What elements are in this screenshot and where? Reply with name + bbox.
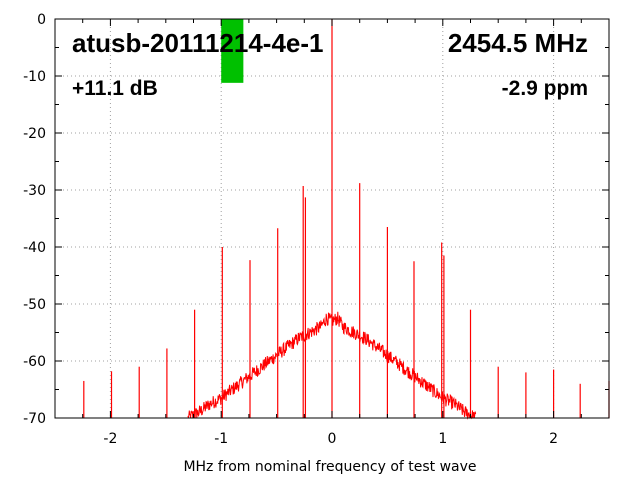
y-tick-label: -10 [23,69,46,85]
x-tick-label: 0 [328,431,337,447]
ppm-readout: -2.9 ppm [501,77,588,100]
gain-readout: +11.1 dB [72,77,158,100]
y-tick-label: -50 [23,297,46,313]
y-tick-label: 0 [37,12,46,28]
x-tick-label: 2 [549,431,558,447]
y-tick-label: -70 [23,411,46,427]
signal-level-indicator [221,19,244,83]
x-axis-label: MHz from nominal frequency of test wave [183,459,476,475]
y-tick-label: -20 [23,126,46,142]
frequency-readout: 2454.5 MHz [447,28,588,58]
y-tick-label: -30 [23,183,46,199]
y-tick-label: -60 [23,354,46,370]
x-tick-label: -1 [214,431,228,447]
y-tick-label: -40 [23,240,46,256]
x-tick-label: -2 [103,431,117,447]
axis-ticks: 0-10-20-30-40-50-60-70-2 -1 0 1 2 [23,12,610,447]
spectrum-trace [83,19,610,420]
device-title: atusb-20111214-4e-1 [72,28,324,58]
x-tick-label: 1 [438,431,447,447]
